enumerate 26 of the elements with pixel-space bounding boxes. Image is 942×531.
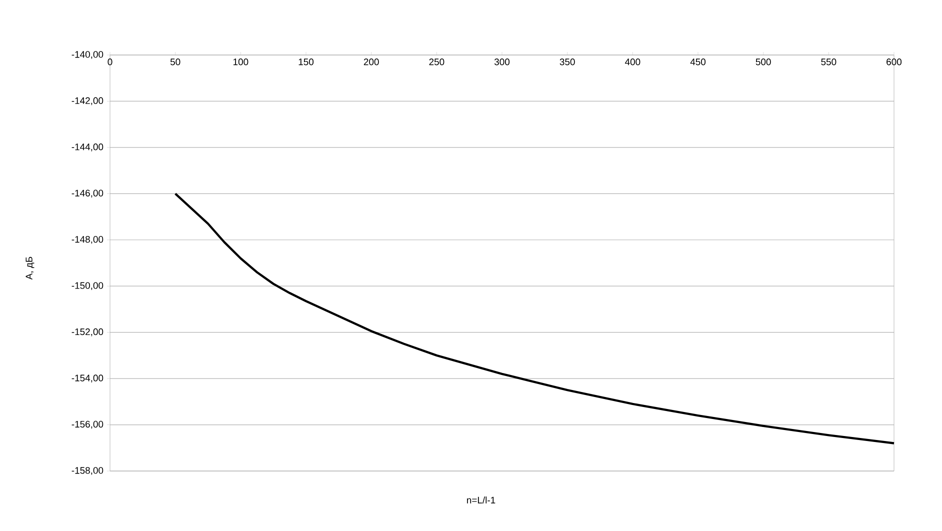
x-tick-label: 0 bbox=[108, 58, 112, 66]
x-tick-label: 50 bbox=[170, 58, 180, 66]
y-tick-label: -140,00 bbox=[72, 51, 104, 59]
y-tick-label: -148,00 bbox=[72, 236, 104, 244]
y-tick-label: -150,00 bbox=[72, 282, 104, 290]
x-tick-label: 300 bbox=[494, 58, 510, 66]
y-tick-label: -144,00 bbox=[72, 144, 104, 152]
y-tick-label: -146,00 bbox=[72, 190, 104, 198]
y-tick-label: -152,00 bbox=[72, 328, 104, 336]
y-tick-label: -142,00 bbox=[72, 97, 104, 106]
x-tick-label: 200 bbox=[364, 58, 379, 66]
y-tick-label: -158,00 bbox=[72, 467, 104, 475]
x-tick-label: 350 bbox=[560, 58, 575, 66]
x-tick-label: 150 bbox=[298, 58, 314, 66]
x-axis-title: n=L/l-1 bbox=[467, 496, 496, 504]
y-tick-label: -154,00 bbox=[72, 374, 104, 382]
line-series bbox=[174, 192, 896, 444]
x-tick-label: 400 bbox=[624, 58, 640, 66]
y-axis-title: A, дБ bbox=[26, 256, 34, 280]
y-tick-label: -156,00 bbox=[72, 420, 104, 429]
x-tick-label: 250 bbox=[429, 58, 444, 66]
x-tick-label: 100 bbox=[233, 58, 248, 66]
x-tick-label: 450 bbox=[690, 58, 706, 66]
x-tick-label: 500 bbox=[756, 58, 771, 66]
x-tick-label: 600 bbox=[886, 58, 902, 66]
x-tick-label: 550 bbox=[821, 58, 836, 66]
